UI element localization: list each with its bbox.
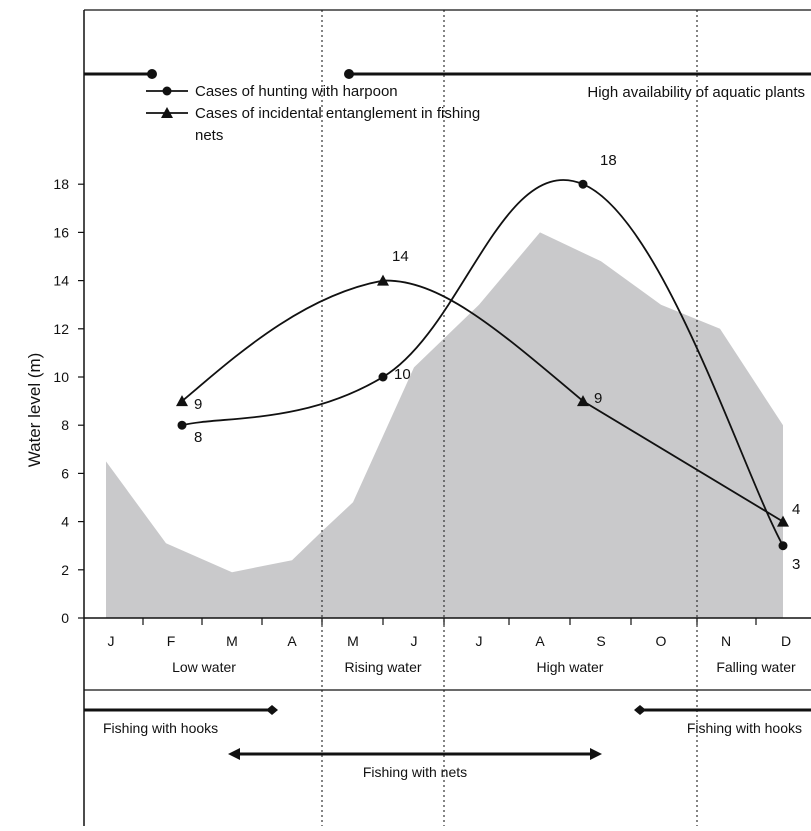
plants-label: High availability of aquatic plants — [587, 84, 805, 101]
harpoon-value-label-1: 8 — [194, 429, 202, 446]
nets-bar-arrow-right — [590, 748, 602, 760]
nets-bar-arrow-left — [228, 748, 240, 760]
harpoon-value-label-2: 10 — [394, 366, 411, 383]
legend-text-2: Cases of incidental entanglement in fish… — [195, 105, 480, 122]
legend-marker-triangle — [161, 107, 173, 118]
net-value-label-4: 4 — [792, 501, 800, 518]
plants-bar-left-end — [147, 69, 157, 79]
legend-marker-circle — [162, 86, 172, 96]
period-bars-layer: High availability of aquatic plants Fishi… — [84, 69, 811, 780]
season-label-2: Rising water — [344, 659, 421, 675]
y-tick-label-12: 12 — [53, 321, 69, 337]
hooks-bar-right-start — [634, 705, 646, 715]
series-layer — [176, 179, 789, 551]
season-label-3: High water — [537, 659, 604, 675]
harpoon-point-1 — [177, 420, 187, 430]
season-label-4: Falling water — [716, 659, 796, 675]
legend-text-3: nets — [195, 127, 223, 144]
month-label-9: S — [596, 633, 605, 649]
series-line-1 — [181, 179, 784, 547]
net-point-4 — [777, 515, 789, 527]
harpoon-point-2 — [378, 372, 388, 382]
hooks-label-left: Fishing with hooks — [103, 720, 218, 736]
month-label-5: M — [347, 633, 359, 649]
month-label-7: J — [476, 633, 483, 649]
month-label-1: J — [108, 633, 115, 649]
y-tick-label-8: 8 — [61, 417, 69, 433]
month-label-11: N — [721, 633, 731, 649]
month-label-4: A — [287, 633, 297, 649]
net-value-label-2: 14 — [392, 248, 409, 265]
y-axis-title: Water level (m) — [25, 353, 44, 468]
axis-layer: 0 2 4 6 8 10 12 14 16 18 J F M A M J J A S O N D Water level (… — [25, 9, 811, 826]
month-label-6: J — [411, 633, 418, 649]
month-label-10: O — [656, 633, 667, 649]
net-value-label-3: 9 — [594, 390, 602, 407]
month-label-2: F — [167, 633, 176, 649]
season-label-1: Low water — [172, 659, 236, 675]
net-point-3 — [577, 395, 589, 407]
y-tick-label-0: 0 — [61, 610, 69, 626]
legend-text-1: Cases of hunting with harpoon — [195, 83, 398, 100]
y-tick-label-14: 14 — [53, 273, 69, 289]
y-tick-label-6: 6 — [61, 465, 69, 481]
hooks-label-right: Fishing with hooks — [687, 720, 802, 736]
y-tick-label-16: 16 — [53, 224, 69, 240]
y-tick-label-4: 4 — [61, 514, 69, 530]
harpoon-point-4 — [778, 541, 788, 551]
y-tick-label-10: 10 — [53, 369, 69, 385]
plants-bar-right-start — [344, 69, 354, 79]
month-label-3: M — [226, 633, 238, 649]
harpoon-value-label-3: 18 — [600, 152, 617, 169]
net-point-2 — [377, 274, 389, 286]
net-value-label-1: 9 — [194, 396, 202, 413]
label-layer: 8 10 18 3 9 14 9 4 Low water Rising water High wat… — [172, 152, 800, 675]
month-label-12: D — [781, 633, 791, 649]
harpoon-value-label-4: 3 — [792, 556, 800, 573]
harpoon-point-3 — [578, 179, 588, 189]
legend: Cases of hunting with harpoon Cases of in… — [146, 83, 480, 144]
month-label-8: A — [535, 633, 545, 649]
nets-label: Fishing with nets — [363, 764, 467, 780]
hooks-bar-left-end — [266, 705, 278, 715]
y-tick-label-2: 2 — [61, 562, 69, 578]
net-point-1 — [176, 395, 188, 407]
y-tick-label-18: 18 — [53, 176, 69, 192]
